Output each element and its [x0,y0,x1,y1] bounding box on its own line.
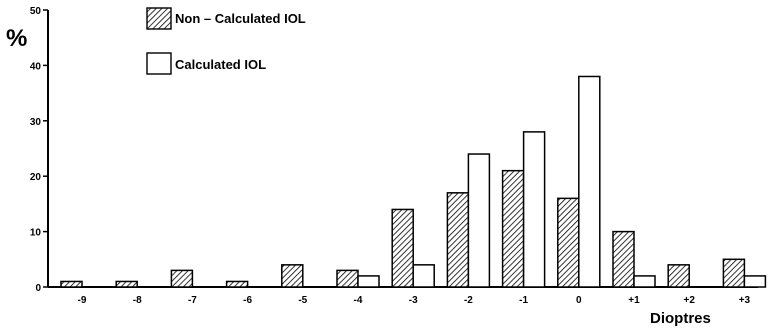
y-axis-label: % [6,25,27,52]
y-tick-label: 20 [30,172,42,183]
bar-non-calculated--8 [115,280,138,288]
bar-calculated--2 [467,153,491,288]
bar-calculated--4 [357,275,380,288]
x-tick-label: -5 [298,295,307,306]
bar-calculated-+3 [743,275,767,288]
bar-non-calculated--2 [446,192,470,288]
x-tick-label: -7 [188,295,197,306]
bar-non-calculated--9 [60,280,83,288]
y-tick-label: 0 [35,283,41,294]
x-tick-label: -4 [354,295,363,306]
bar-non-calculated--1 [501,169,525,288]
bar-non-calculated-0 [557,197,580,288]
bar-non-calculated-+3 [722,258,746,288]
bars [60,75,767,288]
legend-swatch-open [146,52,172,75]
y-tick-label: 30 [30,117,42,128]
bar-calculated--3 [412,264,435,288]
x-tick-label: +2 [683,295,695,306]
legend-label-non-calculated: Non – Calculated IOL [175,11,306,26]
x-tick-label: -9 [78,295,87,306]
bar-non-calculated--7 [170,269,194,288]
bar-non-calculated--3 [391,208,414,288]
x-tick-label: -2 [464,295,473,306]
legend-swatch-hatched [146,7,172,30]
y-tick-label: 40 [30,61,42,72]
y-tick-label: 10 [30,228,42,239]
legend: Non – Calculated IOL Calculated IOL [146,7,306,75]
x-ticks: -9 -8 -7 -6 -5 -4 -3 -2 -1 0 +1 +2 +3 [78,295,751,306]
bar-non-calculated-+2 [667,264,690,288]
x-tick-label: +3 [739,295,751,306]
y-tick-label: 50 [30,6,42,17]
x-tick-label: -6 [243,295,252,306]
x-tick-label: -8 [133,295,142,306]
bar-calculated--1 [522,131,546,288]
x-tick-label: +1 [628,295,640,306]
bar-non-calculated--5 [281,264,304,288]
bar-calculated-0 [578,75,601,288]
bar-calculated-+1 [633,275,656,288]
legend-label-calculated: Calculated IOL [175,57,266,72]
bar-non-calculated--4 [336,269,359,288]
bar-non-calculated--6 [225,280,249,288]
x-tick-label: -1 [519,295,528,306]
x-tick-label: 0 [576,295,582,306]
x-axis-label: Dioptres [650,310,711,327]
bar-non-calculated-+1 [612,230,635,288]
x-tick-label: -3 [409,295,418,306]
